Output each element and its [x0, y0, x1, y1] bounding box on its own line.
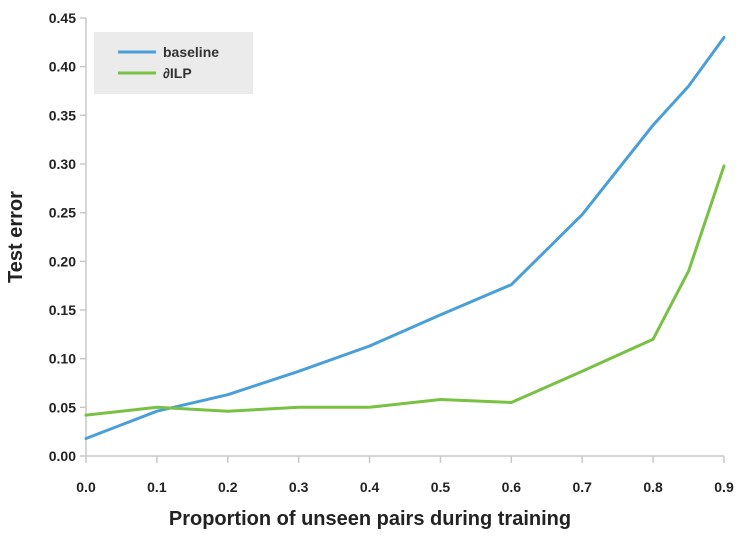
legend-label-dilp: ∂ILP: [163, 65, 192, 81]
x-tick-label: 0.8: [643, 479, 663, 495]
y-axis-title: Test error: [5, 191, 27, 283]
x-tick-label: 0.2: [218, 479, 238, 495]
legend: baseline ∂ILP: [94, 32, 253, 94]
x-tick-label: 0.1: [147, 479, 167, 495]
legend-label-baseline: baseline: [163, 44, 219, 60]
y-tick-label: 0.10: [49, 351, 76, 367]
x-tick-label: 0.7: [572, 479, 592, 495]
x-tick-label: 0.0: [76, 479, 96, 495]
y-tick-label: 0.15: [49, 302, 76, 318]
y-tick-label: 0.40: [49, 59, 76, 75]
x-tick-label: 0.3: [289, 479, 309, 495]
series-line-baseline: [84, 36, 726, 440]
x-tick-label: 0.4: [360, 479, 380, 495]
series-lines: [84, 36, 726, 440]
y-ticks: 0.00 0.05 0.10 0.15 0.20 0.25 0.30 0.35 0.40 0.45: [49, 10, 86, 464]
y-tick-label: 0.45: [49, 10, 76, 26]
legend-background: [94, 32, 253, 94]
y-tick-label: 0.05: [49, 399, 76, 415]
series-line-dilp: [84, 164, 726, 417]
y-tick-label: 0.25: [49, 205, 76, 221]
x-ticks: 0.0 0.1 0.2 0.3 0.4 0.5 0.6 0.7 0.8 0.9: [76, 456, 734, 495]
y-tick-label: 0.30: [49, 156, 76, 172]
y-tick-label: 0.20: [49, 253, 76, 269]
x-tick-label: 0.6: [502, 479, 522, 495]
x-axis-title: Proportion of unseen pairs during traini…: [169, 508, 571, 530]
y-tick-label: 0.00: [49, 448, 76, 464]
x-tick-label: 0.5: [431, 479, 451, 495]
x-tick-label: 0.9: [714, 479, 734, 495]
y-tick-label: 0.35: [49, 107, 76, 123]
axes: [85, 18, 724, 457]
